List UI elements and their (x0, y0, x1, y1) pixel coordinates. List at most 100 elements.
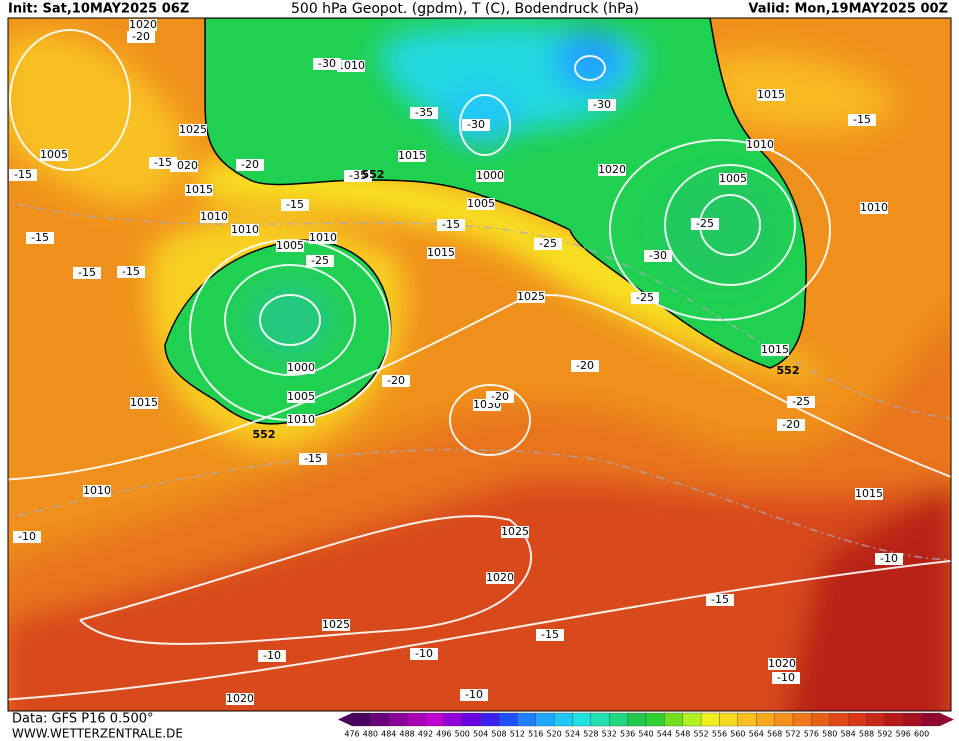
temperature-label: -35 (349, 169, 367, 182)
isobar-label-box (130, 397, 158, 409)
temperature-label-box (13, 531, 41, 543)
isobar-label: 1010 (83, 484, 111, 497)
scale-swatch (847, 712, 867, 727)
scale-swatch (572, 712, 592, 727)
scale-label: 492 (418, 730, 433, 739)
temperature-label-box (306, 255, 334, 267)
scale-label: 476 (344, 730, 359, 739)
isobar-label: 1010 (287, 413, 315, 426)
temperature-label: -20 (241, 158, 259, 171)
scale-label: 516 (528, 730, 543, 739)
temperature-label-box (299, 453, 327, 465)
scale-swatch (792, 712, 812, 727)
scale-swatch (921, 712, 941, 727)
scale-swatch (498, 712, 518, 727)
temperature-label-box (437, 219, 465, 231)
scale-swatch (425, 712, 445, 727)
isobar-label-box (287, 391, 315, 403)
temperature-label-box (691, 218, 719, 230)
scale-swatch (719, 712, 739, 727)
scale-swatch (627, 712, 647, 727)
scale-label: 564 (749, 730, 764, 739)
scale-swatch (609, 712, 628, 727)
scale-label: 588 (859, 730, 874, 739)
temperature-label: -30 (467, 118, 485, 131)
isobar-label: 1015 (855, 487, 883, 500)
scale-swatch (645, 712, 665, 727)
isobar-label-box (517, 291, 545, 303)
scale-swatch (829, 712, 849, 727)
valid-time: Valid: Mon,19MAY2025 00Z (748, 2, 948, 17)
isobar-label-box (287, 414, 315, 426)
temperature-label: -15 (154, 156, 172, 169)
temperature-label-box (848, 114, 876, 126)
temperature-label: -20 (387, 374, 405, 387)
temperature-label-box (117, 266, 145, 278)
temperature-label: -15 (442, 218, 460, 231)
isobar-label-box (309, 232, 337, 244)
isobar-label-box (427, 247, 455, 259)
isobar-label-box (746, 139, 774, 151)
isobar-label: 1000 (287, 361, 315, 374)
isobar-label-box (860, 202, 888, 214)
isobar-label: 1015 (398, 149, 426, 162)
isobar-label-box (501, 526, 529, 538)
scale-swatch (884, 712, 904, 727)
isobar-label-box (200, 211, 228, 223)
temperature-label: -30 (649, 249, 667, 262)
isobar-label: 1010 (231, 223, 259, 236)
isobar-label-box (276, 240, 304, 252)
temperature-label-box (631, 292, 659, 304)
scale-label: 512 (510, 730, 525, 739)
temperature-label: -15 (14, 168, 32, 181)
scale-swatch (590, 712, 610, 727)
scale-swatch (553, 712, 573, 727)
temperature-label: -20 (782, 418, 800, 431)
isobar-label: 1025 (322, 618, 350, 631)
scale-swatch (480, 712, 500, 727)
scale-swatch (443, 712, 463, 727)
isobar-label: 1015 (130, 396, 158, 409)
temperature-label: -15 (286, 198, 304, 211)
temperature-label: -10 (263, 649, 281, 662)
isobar-label: 1020 (598, 163, 626, 176)
isobar-label: 1005 (719, 172, 747, 185)
isobar-label: 1020 (226, 692, 254, 705)
data-source: Data: GFS P16 0.500° (12, 712, 154, 727)
isobar-label-box (398, 150, 426, 162)
map-title: 500 hPa Geopot. (gpdm), T (C), Bodendruc… (291, 1, 639, 17)
temperature-label: -10 (465, 688, 483, 701)
temperature-label: -25 (696, 217, 714, 230)
isobar-label-box (719, 173, 747, 185)
scale-label: 600 (914, 730, 929, 739)
isobar-label-box (855, 488, 883, 500)
scale-label: 540 (638, 730, 653, 739)
temperature-label-box (313, 58, 341, 70)
isobar-label-box (40, 149, 68, 161)
scale-label: 544 (657, 730, 672, 739)
scale-swatch (737, 712, 757, 727)
scale-swatch (664, 712, 683, 727)
scale-label: 568 (767, 730, 782, 739)
scale-swatch (682, 712, 702, 727)
scale-label: 596 (896, 730, 911, 739)
temperature-label: -35 (415, 106, 433, 119)
temperature-label-box (534, 238, 562, 250)
geopotential-label: 552 (253, 428, 276, 441)
temperature-label: -20 (491, 390, 509, 403)
temperature-label: -10 (880, 552, 898, 565)
isobar-label: 1015 (761, 343, 789, 356)
temperature-label-box (706, 594, 734, 606)
scale-swatch (351, 712, 371, 727)
temperature-label-box (149, 157, 177, 169)
isobar-label: 1005 (40, 148, 68, 161)
temperature-label-box (588, 99, 616, 111)
scale-label: 548 (675, 730, 690, 739)
isobar-label-box (768, 658, 796, 670)
isobar-label: 1025 (501, 525, 529, 538)
temperature-label-box (26, 232, 54, 244)
isobar-label-box (83, 485, 111, 497)
isobar-label: 1020 (129, 18, 157, 31)
temperature-label: -20 (132, 30, 150, 43)
